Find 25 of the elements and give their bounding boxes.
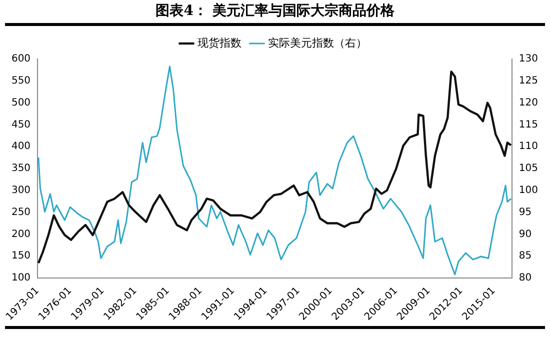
y-tick-label: 150 — [11, 250, 31, 262]
y2-tick-label: 130 — [518, 54, 538, 65]
y2-tick-label: 85 — [518, 250, 532, 262]
y-tick-label: 350 — [11, 163, 31, 174]
legend-label: 现货指数 — [198, 36, 242, 50]
y-tick-label: 550 — [11, 75, 31, 86]
y-tick-label: 300 — [11, 184, 31, 196]
y-tick-label: 200 — [11, 228, 31, 240]
chart-title: 图表4： 美元汇率与国际大宗商品价格 — [5, 2, 545, 26]
y2-tick-label: 115 — [518, 119, 538, 130]
y2-tick-label: 90 — [518, 228, 532, 240]
y2-tick-label: 95 — [518, 206, 532, 218]
y2-tick-label: 80 — [518, 272, 532, 284]
y2-tick-label: 110 — [518, 141, 538, 152]
y-tick-label: 450 — [11, 119, 31, 130]
y-tick-label: 600 — [11, 54, 31, 65]
y-tick-label: 500 — [11, 97, 31, 108]
y2-tick-label: 125 — [518, 75, 538, 86]
y2-tick-label: 120 — [518, 97, 538, 108]
y-tick-label: 250 — [11, 206, 31, 218]
legend-label: 实际美元指数（右） — [268, 36, 367, 50]
y-tick-label: 100 — [11, 272, 31, 284]
y2-tick-label: 105 — [518, 163, 538, 174]
y2-tick-label: 100 — [518, 184, 538, 196]
y-tick-label: 400 — [11, 141, 31, 152]
